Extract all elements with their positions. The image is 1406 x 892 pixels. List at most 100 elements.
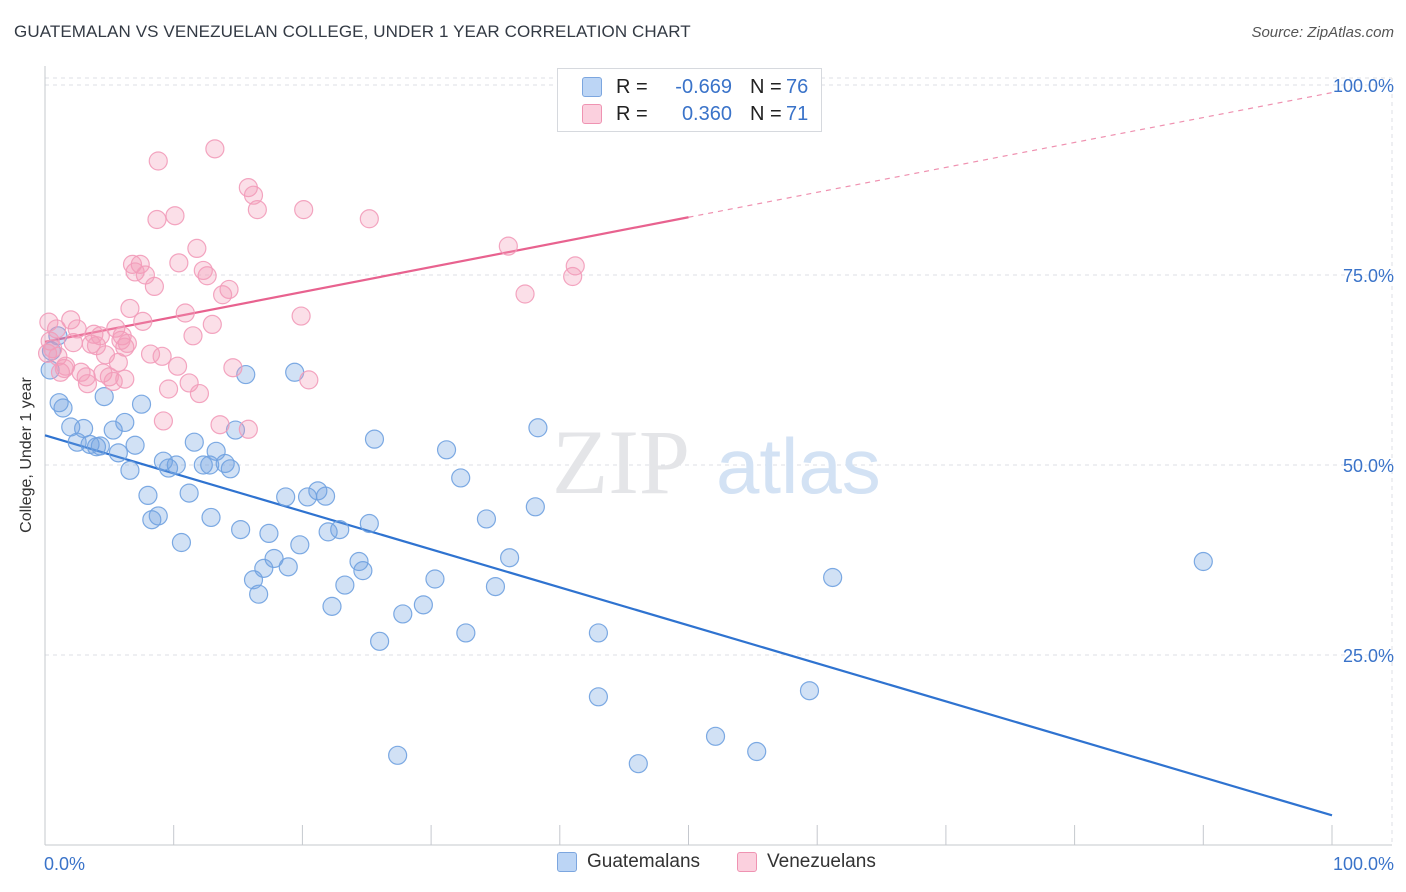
data-point	[219, 279, 239, 300]
data-point	[120, 298, 140, 319]
data-point	[201, 507, 221, 528]
data-point	[158, 379, 179, 399]
data-point	[122, 254, 143, 274]
legend-r-value: -0.669	[675, 75, 732, 98]
data-point	[213, 285, 233, 305]
data-point	[189, 383, 210, 404]
data-point	[528, 418, 548, 438]
data-point	[148, 506, 168, 526]
data-point	[315, 486, 336, 506]
data-point	[254, 558, 274, 578]
data-point	[140, 344, 161, 364]
data-point	[747, 741, 767, 762]
x-tick-label: 100.0%	[1333, 854, 1394, 874]
data-point	[588, 687, 609, 707]
data-point	[138, 485, 158, 505]
legend-swatch-blue	[582, 77, 602, 97]
data-point	[291, 306, 311, 326]
data-point	[175, 303, 195, 323]
data-point	[133, 311, 153, 331]
data-point	[197, 266, 217, 286]
legend-row-venezuelans: R = 0.360 N = 71	[582, 101, 808, 127]
data-point	[220, 459, 240, 479]
data-point	[705, 726, 726, 746]
data-point	[184, 432, 204, 452]
data-point	[39, 312, 59, 332]
data-point	[247, 200, 267, 220]
x-tick-label: 0.0%	[44, 854, 85, 874]
data-point	[294, 200, 314, 220]
data-point	[131, 394, 152, 414]
legend-r-label: R =	[616, 102, 648, 125]
data-point	[103, 420, 123, 440]
data-point	[290, 535, 310, 555]
data-point	[90, 436, 110, 456]
data-point	[353, 561, 373, 581]
data-point	[451, 468, 471, 488]
data-point	[202, 314, 222, 334]
tick-labels: 25.0% 50.0% 75.0% 100.0% 0.0% 100.0%	[44, 76, 1394, 874]
data-point	[500, 548, 520, 568]
data-point	[413, 595, 433, 615]
data-point	[187, 238, 207, 258]
data-point	[436, 440, 457, 460]
data-point	[276, 487, 296, 507]
series-legend-guatemalans[interactable]: Guatemalans	[557, 851, 700, 873]
data-point	[46, 319, 67, 339]
data-point	[476, 509, 497, 529]
data-point	[238, 419, 258, 439]
data-point	[48, 346, 68, 366]
data-point	[364, 429, 385, 449]
legend-n-label: N =	[750, 102, 782, 125]
data-point	[425, 569, 445, 589]
data-point	[77, 374, 98, 394]
legend-r-label: R =	[616, 75, 648, 98]
data-point	[84, 324, 104, 344]
series-legend: Guatemalans Venezuelans	[0, 851, 1406, 877]
data-point	[171, 532, 192, 553]
data-point	[588, 623, 609, 643]
data-point	[388, 745, 408, 765]
data-point	[299, 370, 319, 390]
data-point	[169, 253, 189, 273]
source-credit: Source: ZipAtlas.com	[1251, 24, 1394, 41]
data-point	[485, 576, 506, 597]
legend-n-value: 71	[786, 102, 809, 125]
data-point	[498, 236, 518, 256]
data-point	[166, 455, 186, 475]
watermark-zip: ZIP	[552, 411, 690, 513]
data-point	[525, 497, 545, 517]
watermark-atlas: atlas	[716, 422, 881, 510]
series-legend-label: Venezuelans	[767, 851, 876, 872]
data-points	[37, 139, 1213, 774]
data-point	[370, 631, 390, 651]
series-legend-venezuelans[interactable]: Venezuelans	[737, 851, 876, 873]
data-point	[148, 151, 168, 171]
series-legend-label: Guatemalans	[587, 851, 701, 872]
data-point	[115, 412, 135, 433]
data-point	[108, 443, 128, 463]
data-point	[106, 318, 126, 338]
data-point	[117, 333, 137, 353]
data-point	[193, 455, 213, 475]
data-point	[359, 513, 379, 534]
data-point	[179, 483, 199, 503]
data-point	[153, 411, 174, 431]
data-point	[215, 453, 235, 474]
data-point	[125, 435, 145, 455]
data-point	[158, 458, 179, 478]
data-point	[628, 754, 648, 774]
axes	[44, 66, 1392, 846]
data-point	[115, 369, 135, 389]
correlation-legend: R = -0.669 N = 76 R = 0.360 N = 71	[557, 68, 822, 132]
data-point	[40, 331, 60, 351]
trend-line-guatemalans	[44, 434, 1333, 817]
data-point	[183, 326, 203, 346]
series-swatch-blue	[557, 852, 577, 872]
y-tick-label: 100.0%	[1333, 76, 1394, 96]
legend-row-guatemalans: R = -0.669 N = 76	[582, 74, 808, 100]
data-point	[231, 519, 251, 540]
data-point	[259, 523, 279, 544]
data-point	[167, 356, 188, 376]
data-point	[359, 209, 379, 229]
